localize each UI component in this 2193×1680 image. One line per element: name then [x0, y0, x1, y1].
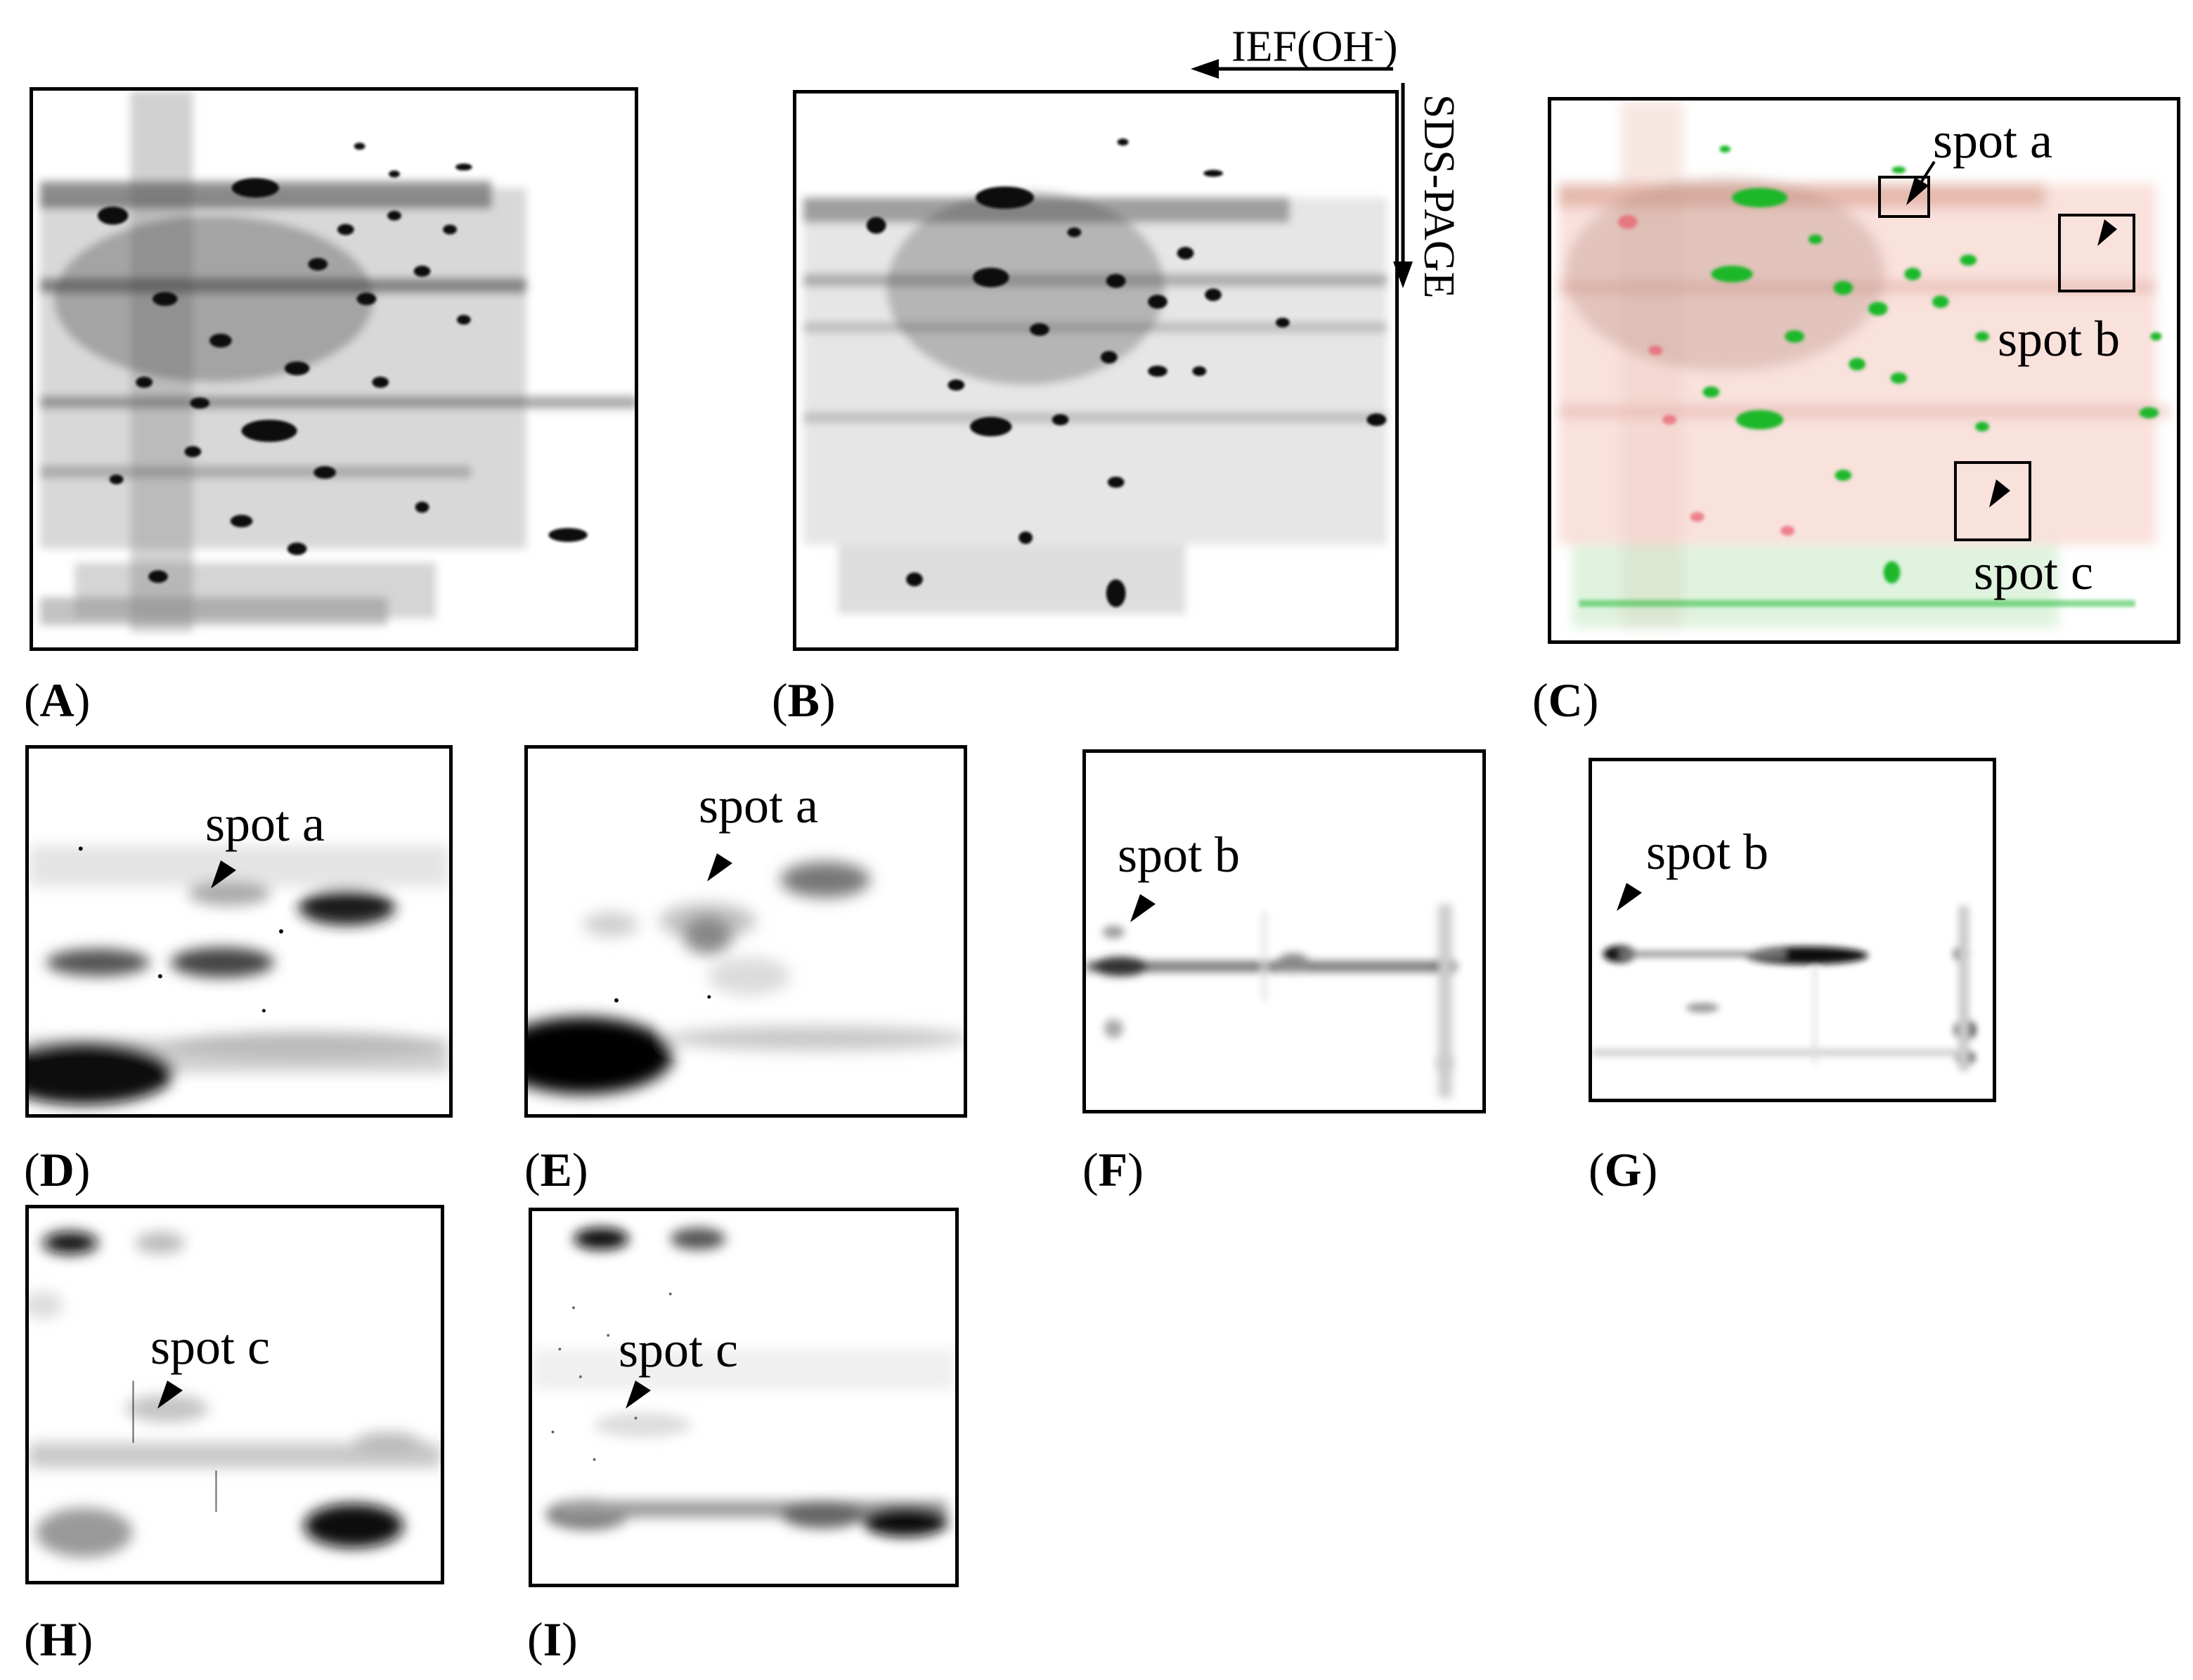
gel-panel-a [30, 87, 638, 651]
panel-label-e: (E) [524, 1143, 588, 1196]
gel-image-c [1558, 101, 2171, 628]
spot-a-label-e: spot a [699, 777, 818, 834]
spot-b-label-f: spot b [1118, 827, 1241, 883]
gel-panel-h [25, 1205, 444, 1584]
panel-label-c: (C) [1532, 673, 1599, 727]
panel-label-b: (B) [772, 673, 836, 727]
spot-b-label-c: spot b [1998, 311, 2121, 367]
gel-image-h [29, 1232, 441, 1558]
gel-image-b [803, 138, 1387, 614]
gel-panel-b [793, 90, 1399, 651]
panel-label-d: (D) [24, 1143, 91, 1196]
gel-image-d [29, 845, 449, 1105]
spot-c-label-h: spot c [150, 1319, 270, 1375]
gel-image-e [528, 861, 964, 1094]
gel-panel-f [1082, 749, 1486, 1113]
panel-label-i: (I) [527, 1613, 578, 1666]
gel-panel-e [524, 745, 967, 1118]
ief-axis-label: IEF(OH-) [1231, 22, 1398, 71]
spot-c-label-i: spot c [619, 1322, 738, 1378]
panel-label-h: (H) [24, 1613, 93, 1666]
sds-page-axis-label: SDS-PAGE [1415, 94, 1463, 299]
spot-a-label-c: spot a [1933, 112, 2052, 169]
panel-label-f: (F) [1082, 1143, 1144, 1196]
gel-image-g [1592, 905, 1977, 1071]
gel-image-f [1086, 904, 1456, 1098]
gel-panel-g [1589, 758, 1996, 1102]
panel-label-a: (A) [24, 673, 91, 727]
spot-b-label-g: spot b [1646, 824, 1769, 880]
gel-panel-d [25, 745, 453, 1118]
gel-panel-i [529, 1208, 959, 1587]
gel-image-i [532, 1227, 955, 1537]
panel-label-g: (G) [1589, 1143, 1658, 1196]
gel-image-a [39, 91, 635, 633]
gel-panel-c-overlay [1548, 97, 2180, 644]
spot-a-label-d: spot a [205, 796, 325, 852]
spot-c-label-c: spot c [1974, 544, 2093, 600]
